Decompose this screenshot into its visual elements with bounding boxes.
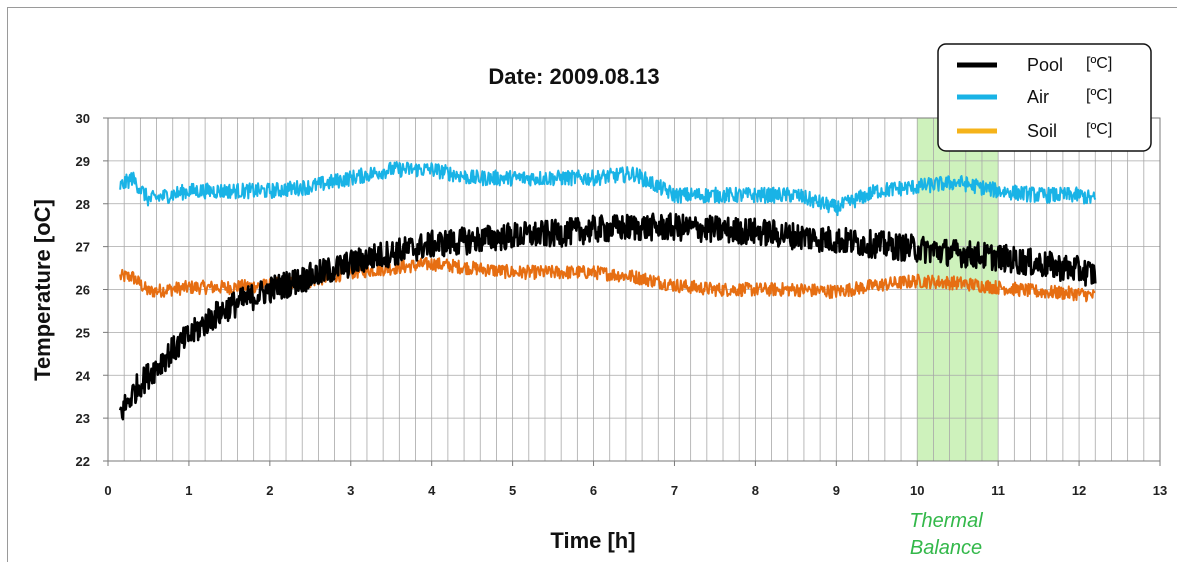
x-tick-label: 3 [347,483,354,498]
x-tick-label: 4 [428,483,436,498]
legend-label-air: Air [1027,87,1049,107]
x-tick-label: 11 [991,483,1005,498]
x-tick-label: 12 [1072,483,1086,498]
y-tick-label: 25 [76,325,90,340]
x-tick-label: 6 [590,483,597,498]
x-tick-label: 10 [910,483,924,498]
y-tick-label: 24 [76,368,91,383]
y-tick-label: 27 [76,240,90,255]
x-tick-label: 13 [1153,483,1167,498]
chart-title: Date: 2009.08.13 [488,64,659,89]
y-tick-label: 22 [76,454,90,469]
y-tick-label: 28 [76,197,90,212]
x-tick-label: 0 [104,483,111,498]
y-tick-label: 29 [76,154,90,169]
y-axis-title: Temperature [oC] [30,199,55,381]
x-tick-label: 8 [752,483,759,498]
y-tick-label: 23 [76,411,90,426]
legend-label-pool: Pool [1027,55,1063,75]
x-axis-ticks: 0 1 2 3 4 5 6 7 8 9 10 11 12 13 [104,461,1167,498]
legend-unit-soil: [ºC] [1086,121,1112,138]
thermal-balance-label-line1: Thermal [909,510,983,532]
legend-label-soil: Soil [1027,121,1057,141]
y-tick-label: 30 [76,111,90,126]
x-tick-label: 2 [266,483,273,498]
x-tick-label: 1 [185,483,192,498]
legend: Pool [ºC] Air [ºC] Soil [ºC] [938,44,1151,151]
thermal-balance-label-line2: Balance [910,537,982,559]
x-tick-label: 9 [833,483,840,498]
x-tick-label: 7 [671,483,678,498]
legend-unit-pool: [ºC] [1086,55,1112,72]
x-tick-label: 5 [509,483,516,498]
x-axis-title: Time [h] [550,528,635,553]
y-tick-label: 26 [76,283,90,298]
legend-unit-air: [ºC] [1086,87,1112,104]
y-axis-ticks: 22 23 24 25 26 27 28 29 30 [76,111,108,469]
